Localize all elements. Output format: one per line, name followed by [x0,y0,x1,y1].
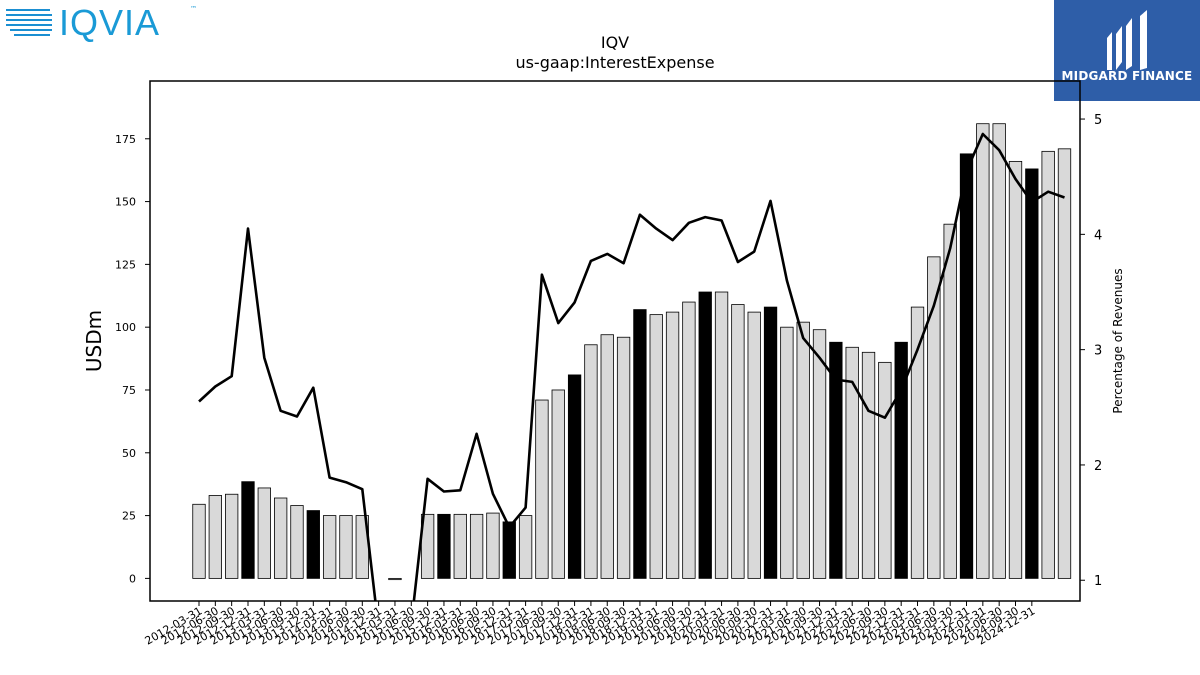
bar-2012-03-31 [192,503,206,579]
bar-2020-09-30 [747,311,761,579]
midgard-finance-logo: MIDGARD FINANCE [1054,0,1200,101]
y2-tick-label: 5 [1094,113,1102,128]
bar-2016-03-31 [453,513,467,579]
bar-2017-09-30 [551,389,565,579]
chart-title: IQV [601,33,629,52]
bar-2024-06-30 [992,123,1006,579]
bar-2021-03-31 [780,326,794,579]
bar-2014-03-31 [322,515,337,579]
y-tick-label: 75 [122,384,136,397]
logo-wordmark: IQVIA [59,2,160,43]
bar-2022-03-31 [845,346,859,579]
bar-2024-12-31 [1025,168,1039,579]
bar-2017-06-30 [535,399,549,579]
logo-stripes-icon [6,9,52,36]
y2-tick-label: 1 [1094,574,1102,589]
bar-2022-12-31 [894,341,908,579]
bar-2012-06-30 [208,495,222,579]
bar-2017-03-31 [518,515,533,579]
bar-2023-12-31 [959,153,974,579]
bar-2013-03-31 [257,487,271,579]
bar-2018-03-31 [584,344,598,579]
bar-2024-03-31 [976,123,990,579]
y2-axis-label: Percentage of Revenues [1111,268,1125,413]
y-tick-label: 125 [115,258,136,271]
y-tick-label: 150 [115,196,136,209]
y-tick-label: 100 [115,321,136,334]
bar-2019-09-30 [682,301,696,579]
plot-area [192,123,1072,601]
bar-2023-06-30 [927,256,941,579]
logo-trademark: ™ [190,5,197,13]
bar-2014-06-30 [339,515,353,579]
bar-2016-12-31 [502,521,516,579]
bar-2013-06-30 [273,497,288,579]
bar-2023-03-31 [910,306,925,579]
revenue-percentage-line [198,132,1065,601]
bar-2015-12-31 [437,513,451,579]
bar-2016-09-30 [486,512,500,579]
y-tick-label: 175 [115,133,136,146]
y2-tick-label: 2 [1094,459,1102,474]
bar-2020-12-31 [763,306,778,579]
bar-undefined [1041,150,1055,579]
chart-subtitle: us-gaap:InterestExpense [515,53,714,72]
bar-2018-06-30 [600,334,614,579]
bar-2015-03-31 [388,577,402,581]
y-tick-label: 0 [129,572,136,585]
bar-2018-12-31 [633,309,647,579]
bar-2018-09-30 [616,336,631,579]
y-axis-label: USDm [82,310,106,372]
y-tick-label: 25 [122,510,136,523]
bar-2019-03-31 [649,314,663,579]
bar-2016-06-30 [469,513,484,579]
bar-2012-12-31 [241,481,255,579]
bar-2024-09-30 [1008,160,1023,579]
bar-2017-12-31 [567,374,582,579]
bar-2021-09-30 [812,329,827,579]
plot-frame [149,80,1081,602]
iqvia-logo: IQVIA ™ [4,2,204,46]
bar-undefined [1057,148,1072,579]
bar-2013-12-31 [306,510,320,579]
bar-2013-09-30 [290,505,304,579]
bar-2022-09-30 [878,361,892,579]
bar-2020-03-31 [714,291,729,579]
bar-2012-09-30 [225,493,239,579]
bar-2023-09-30 [943,223,957,579]
bar-2022-06-30 [861,351,876,579]
y2-tick-label: 4 [1094,228,1102,243]
bar-2019-06-30 [665,311,680,579]
y2-tick-label: 3 [1094,344,1102,359]
bar-2019-12-31 [698,291,712,579]
bar-2015-09-30 [420,513,435,579]
bar-2021-12-31 [829,341,843,579]
y-tick-label: 50 [122,447,136,460]
bar-2021-06-30 [796,321,810,579]
brand-name: MIDGARD FINANCE [1061,69,1193,83]
bar-2020-06-30 [731,304,745,579]
midgard-emblem-icon [1107,10,1147,70]
